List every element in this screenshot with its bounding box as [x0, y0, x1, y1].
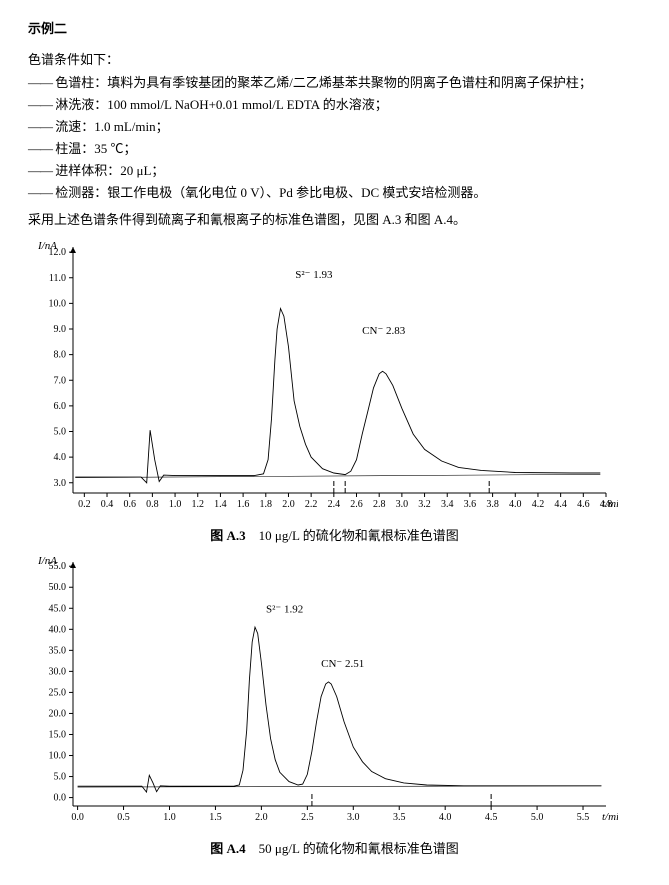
condition-item: —— 色谱柱：填料为具有季铵基团的聚苯乙烯/二乙烯基苯共聚物的阴离子色谱柱和阴离…: [28, 72, 641, 94]
svg-text:CN⁻ 2.51: CN⁻ 2.51: [321, 658, 364, 670]
svg-text:15.0: 15.0: [49, 729, 67, 740]
caption-a3: 图 A.3 10 μg/L 的硫化物和氰根标准色谱图: [28, 525, 641, 544]
condition-item: —— 淋洗液：100 mmol/L NaOH+0.01 mmol/L EDTA …: [28, 94, 641, 116]
svg-text:8.0: 8.0: [54, 349, 67, 360]
svg-text:0.4: 0.4: [101, 499, 114, 510]
svg-text:1.5: 1.5: [209, 812, 222, 823]
svg-text:20.0: 20.0: [49, 708, 67, 719]
svg-text:4.5: 4.5: [485, 812, 498, 823]
svg-text:2.4: 2.4: [328, 499, 341, 510]
svg-text:0.5: 0.5: [117, 812, 130, 823]
svg-text:10.0: 10.0: [49, 298, 67, 309]
svg-text:5.0: 5.0: [54, 426, 67, 437]
svg-text:25.0: 25.0: [49, 687, 67, 698]
condition-item: —— 进样体积：20 μL；: [28, 160, 641, 182]
svg-text:CN⁻ 2.83: CN⁻ 2.83: [362, 325, 406, 337]
svg-text:1.0: 1.0: [169, 499, 182, 510]
condition-item: —— 流速：1.0 mL/min；: [28, 116, 641, 138]
svg-text:2.0: 2.0: [282, 499, 295, 510]
svg-text:0.8: 0.8: [146, 499, 159, 510]
svg-text:1.6: 1.6: [237, 499, 250, 510]
condition-item: —— 检测器：银工作电极（氧化电位 0 V）、Pd 参比电极、DC 模式安培检测…: [28, 182, 641, 204]
svg-text:2.6: 2.6: [350, 499, 363, 510]
svg-text:1.2: 1.2: [191, 499, 204, 510]
svg-text:S²⁻ 1.93: S²⁻ 1.93: [295, 268, 333, 280]
svg-text:0.0: 0.0: [54, 792, 67, 803]
caption-a3-label: 图 A.3: [210, 528, 245, 543]
conditions-list: —— 色谱柱：填料为具有季铵基团的聚苯乙烯/二乙烯基苯共聚物的阴离子色谱柱和阴离…: [28, 72, 641, 205]
svg-text:30.0: 30.0: [49, 666, 67, 677]
svg-text:S²⁻ 1.92: S²⁻ 1.92: [266, 603, 303, 615]
svg-text:3.6: 3.6: [464, 499, 477, 510]
svg-text:2.0: 2.0: [255, 812, 268, 823]
svg-text:0.2: 0.2: [78, 499, 91, 510]
chart-a3: 3.04.05.06.07.08.09.010.011.012.00.20.40…: [28, 239, 641, 523]
conditions-summary: 采用上述色谱条件得到硫离子和氰根离子的标准色谱图，见图 A.3 和图 A.4。: [28, 209, 641, 231]
svg-text:3.2: 3.2: [418, 499, 431, 510]
svg-text:3.0: 3.0: [54, 477, 67, 488]
svg-text:2.8: 2.8: [373, 499, 386, 510]
svg-text:5.0: 5.0: [531, 812, 544, 823]
example-title: 示例二: [28, 18, 641, 37]
svg-text:t/min: t/min: [602, 811, 618, 823]
svg-text:0.0: 0.0: [71, 812, 84, 823]
svg-text:I/nA: I/nA: [37, 555, 57, 567]
svg-text:5.5: 5.5: [577, 812, 590, 823]
caption-a4-text: 50 μg/L 的硫化物和氰根标准色谱图: [259, 841, 459, 856]
caption-a4-label: 图 A.4: [210, 841, 245, 856]
svg-text:2.2: 2.2: [305, 499, 318, 510]
svg-text:4.0: 4.0: [54, 452, 67, 463]
svg-text:1.8: 1.8: [260, 499, 273, 510]
svg-text:6.0: 6.0: [54, 401, 67, 412]
svg-text:4.6: 4.6: [577, 499, 590, 510]
svg-text:35.0: 35.0: [49, 645, 67, 656]
svg-text:7.0: 7.0: [54, 375, 67, 386]
svg-text:4.0: 4.0: [509, 499, 522, 510]
svg-text:3.8: 3.8: [486, 499, 499, 510]
svg-text:4.0: 4.0: [439, 812, 452, 823]
svg-text:3.5: 3.5: [393, 812, 406, 823]
svg-text:3.0: 3.0: [396, 499, 409, 510]
svg-text:45.0: 45.0: [49, 603, 67, 614]
svg-text:9.0: 9.0: [54, 324, 67, 335]
svg-text:5.0: 5.0: [54, 771, 67, 782]
svg-text:3.4: 3.4: [441, 499, 454, 510]
svg-text:t/min: t/min: [602, 498, 618, 510]
svg-text:10.0: 10.0: [49, 750, 67, 761]
svg-text:I/nA: I/nA: [37, 240, 57, 252]
svg-text:1.0: 1.0: [163, 812, 176, 823]
caption-a4: 图 A.4 50 μg/L 的硫化物和氰根标准色谱图: [28, 838, 641, 857]
svg-text:0.6: 0.6: [123, 499, 135, 510]
svg-text:3.0: 3.0: [347, 812, 360, 823]
caption-a3-text: 10 μg/L 的硫化物和氰根标准色谱图: [259, 528, 459, 543]
chart-a4: 0.0 5.0 10.0 15.0 20.0 25.0 30.0 35.0 40.0 45.0 50…: [28, 554, 641, 836]
svg-text:40.0: 40.0: [49, 624, 67, 635]
conditions-intro: 色谱条件如下：: [28, 49, 641, 68]
svg-text:11.0: 11.0: [49, 272, 66, 283]
svg-text:4.2: 4.2: [532, 499, 545, 510]
condition-item: —— 柱温：35 ℃；: [28, 138, 641, 160]
svg-text:4.4: 4.4: [554, 499, 567, 510]
svg-text:2.5: 2.5: [301, 812, 314, 823]
svg-text:50.0: 50.0: [49, 582, 67, 593]
svg-text:1.4: 1.4: [214, 499, 227, 510]
